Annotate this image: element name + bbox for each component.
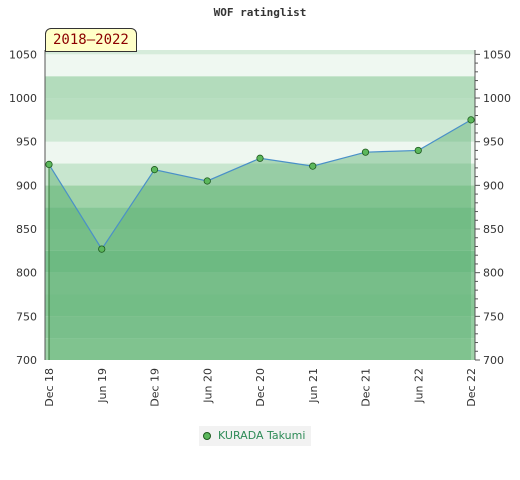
band-875: [45, 185, 475, 208]
band-700: [45, 338, 475, 360]
y-tick-label-right: 900: [483, 179, 504, 192]
y-tick-label-right: 700: [483, 354, 504, 367]
data-point: [414, 146, 422, 155]
data-point: [98, 245, 106, 253]
data-point: [256, 154, 264, 162]
band-1050: [45, 50, 475, 55]
rating-area: [49, 119, 471, 360]
band-725: [45, 316, 475, 339]
data-point: [45, 160, 53, 168]
x-axis-labels: Dec 18 Jun 19 Dec 19 Jun 20 Dec 20 Jun 21 Dec …: [43, 368, 478, 407]
x-tick-label: Jun 21: [307, 368, 320, 404]
y-axis-right-labels: 700 750 800 850 900 950 1000 1050: [483, 48, 511, 367]
y-tick-label-right: 850: [483, 223, 504, 236]
band-975: [45, 98, 475, 120]
x-tick-label: Jun 20: [201, 368, 214, 404]
band-825: [45, 229, 475, 251]
chart-title: WOF ratinglist: [213, 6, 307, 19]
x-tick-label: Dec 21: [360, 368, 373, 407]
axes: [44, 50, 480, 361]
y-tick-label-left: 1000: [9, 92, 37, 105]
legend-label: KURADA Takumi: [218, 429, 306, 442]
band-950: [45, 119, 475, 142]
y-tick-label-left: 1050: [9, 48, 37, 61]
data-point: [361, 148, 370, 156]
y-tick-label-left: 950: [16, 136, 37, 149]
band-850: [45, 207, 475, 230]
y-tick-label-right: 800: [483, 267, 504, 280]
data-point: [150, 166, 159, 174]
band-925: [45, 141, 475, 164]
band-1000: [45, 76, 475, 99]
y-tick-label-right: 1000: [483, 92, 511, 105]
data-point: [309, 162, 317, 170]
y-tick-label-left: 750: [16, 310, 37, 323]
x-tick-label: Jun 22: [412, 368, 425, 404]
x-tick-label: Dec 18: [43, 368, 56, 407]
period-badge: 2018–2022: [45, 28, 137, 52]
legend-marker-icon: [203, 432, 211, 440]
y-tick-label-left: 800: [16, 267, 37, 280]
legend[interactable]: KURADA Takumi: [199, 426, 312, 446]
y-axis-left-labels: 700 750 800 850 900 950 1000 1050: [9, 48, 37, 367]
band-750: [45, 294, 475, 317]
band-775: [45, 272, 475, 295]
x-tick-label: Dec 19: [149, 368, 162, 407]
data-point: [203, 177, 211, 185]
y-tick-label-left: 850: [16, 223, 37, 236]
y-tick-label-right: 950: [483, 136, 504, 149]
y-tick-label-right: 1050: [483, 48, 511, 61]
data-points: [45, 116, 475, 253]
y-tick-label-left: 700: [16, 354, 37, 367]
band-1025: [45, 54, 475, 77]
area-fill: [49, 119, 471, 360]
background-bands: [45, 50, 475, 360]
data-point: [467, 116, 475, 124]
x-tick-label: Dec 22: [465, 368, 478, 407]
y-tick-label-right: 750: [483, 310, 504, 323]
y-tick-label-left: 900: [16, 179, 37, 192]
band-800: [45, 250, 475, 273]
x-tick-label: Jun 19: [96, 368, 109, 404]
x-tick-label: Dec 20: [254, 368, 267, 407]
